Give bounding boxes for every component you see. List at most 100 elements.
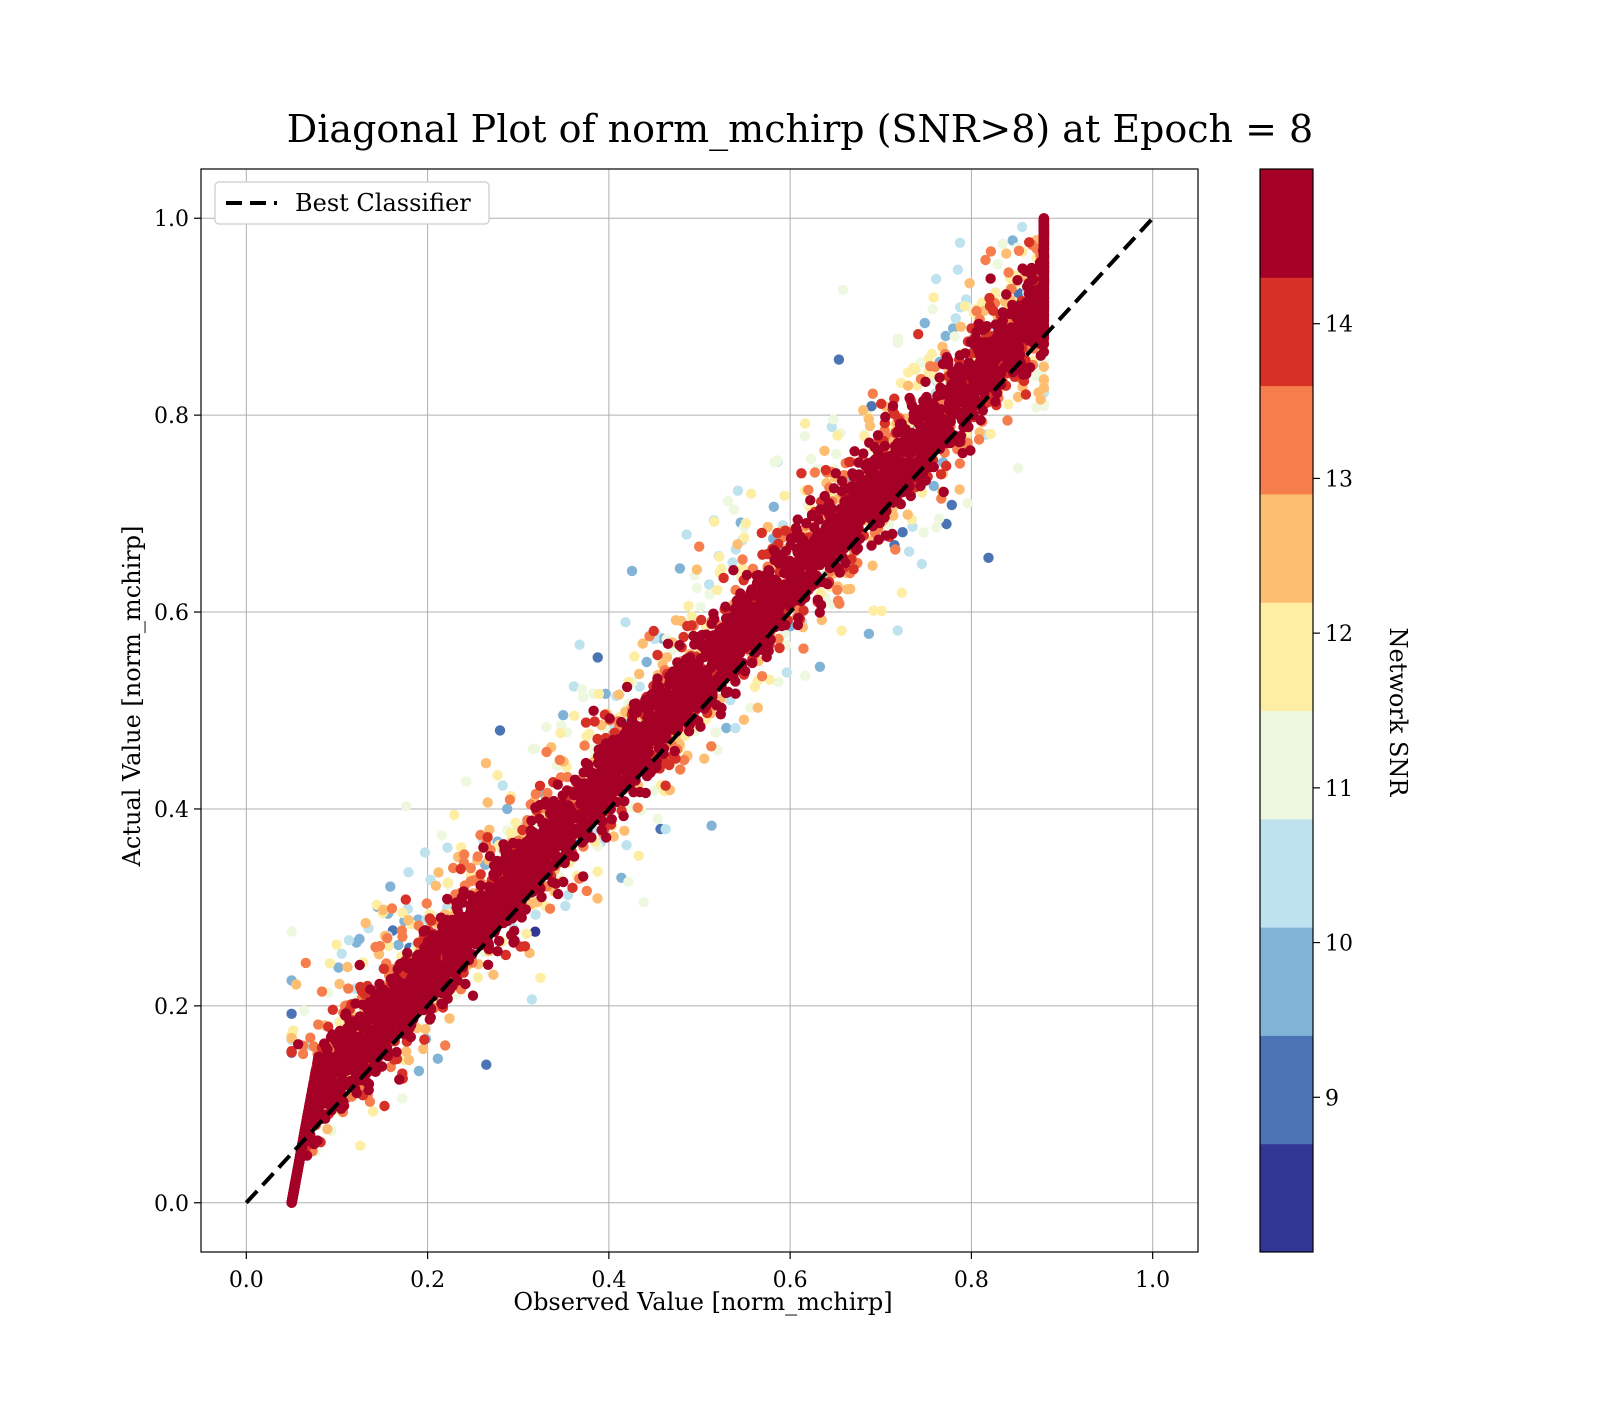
scatter-point [663, 639, 673, 649]
scatter-point [838, 285, 848, 295]
scatter-point [1026, 269, 1036, 279]
scatter-point [806, 454, 816, 464]
scatter-point [466, 863, 476, 873]
scatter-point [433, 1054, 443, 1064]
scatter-point [468, 991, 478, 1001]
scatter-point [920, 377, 930, 387]
scatter-point [1021, 389, 1031, 399]
scatter-point [876, 399, 886, 409]
scatter-point [662, 652, 672, 662]
scatter-point [621, 840, 631, 850]
scatter-point [461, 776, 471, 786]
scatter-point [1002, 415, 1012, 425]
scatter-point [958, 448, 968, 458]
scatter-point [931, 274, 941, 284]
scatter-point [431, 881, 441, 891]
scatter-point [629, 651, 639, 661]
scatter-point [796, 468, 806, 478]
scatter-point [426, 916, 436, 926]
scatter-point [865, 421, 875, 431]
scatter-point [695, 722, 705, 732]
scatter-point [712, 585, 722, 595]
scatter-point [917, 559, 927, 569]
scatter-point [897, 527, 907, 537]
scatter-point [553, 779, 563, 789]
scatter-point [368, 1106, 378, 1116]
scatter-point [950, 331, 960, 341]
scatter-point [414, 1066, 424, 1076]
scatter-point [652, 650, 662, 660]
scatter-point [746, 489, 756, 499]
scatter-point [829, 483, 839, 493]
scatter-point [753, 703, 763, 713]
scatter-point [769, 555, 779, 565]
scatter-point [337, 949, 347, 959]
scatter-point [675, 764, 685, 774]
scatter-point [730, 723, 740, 733]
scatter-point [506, 828, 516, 838]
scatter-point [985, 429, 995, 439]
scatter-point [482, 832, 492, 842]
scatter-point [505, 795, 515, 805]
scatter-point [598, 800, 608, 810]
scatter-point [634, 851, 644, 861]
scatter-point [942, 352, 952, 362]
scatter-point [433, 867, 443, 877]
scatter-point [618, 811, 628, 821]
scatter-point [954, 484, 964, 494]
scatter-point [890, 544, 900, 554]
scatter-point [800, 418, 810, 428]
scatter-point [955, 458, 965, 468]
scatter-point [953, 265, 963, 275]
scatter-point [934, 372, 944, 382]
scatter-point [934, 514, 944, 524]
scatter-point [574, 640, 584, 650]
scatter-point [593, 652, 603, 662]
scatter-point [683, 601, 693, 611]
scatter-point [460, 979, 470, 989]
scatter-point [397, 1093, 407, 1103]
scatter-point [772, 455, 782, 465]
scatter-point [729, 505, 739, 515]
scatter-point [403, 915, 413, 925]
scatter-point [955, 238, 965, 248]
scatter-point [723, 496, 733, 506]
scatter-point [1013, 463, 1023, 473]
scatter-point [993, 325, 1003, 335]
scatter-point [403, 867, 413, 877]
scatter-point [739, 715, 749, 725]
scatter-point [541, 799, 551, 809]
scatter-point [737, 554, 747, 564]
scatter-point [502, 804, 512, 814]
scatter-point [638, 897, 648, 907]
scatter-point [974, 319, 984, 329]
scatter-point [868, 389, 878, 399]
scatter-point [732, 539, 742, 549]
scatter-point [419, 1035, 429, 1045]
scatter-point [714, 552, 724, 562]
scatter-point [913, 329, 923, 339]
scatter-point [681, 654, 691, 664]
scatter-point [319, 1038, 329, 1048]
scatter-point [820, 491, 830, 501]
scatter-point [442, 894, 452, 904]
scatter-point [733, 486, 743, 496]
scatter-point [473, 972, 483, 982]
scatter-point [773, 677, 783, 687]
scatter-point [560, 901, 570, 911]
scatter-point [834, 599, 844, 609]
scatter-point [888, 401, 898, 411]
scatter-point [286, 926, 296, 936]
scatter-point [793, 620, 803, 630]
scatter-point [803, 485, 813, 495]
scatter-point [343, 983, 353, 993]
scatter-point [963, 498, 973, 508]
scatter-point [877, 606, 887, 616]
scatter-point [753, 570, 763, 580]
scatter-point [815, 662, 825, 672]
scatter-point [980, 255, 990, 265]
scatter-point [394, 1074, 404, 1084]
scatter-point [627, 566, 637, 576]
scatter-point [718, 573, 728, 583]
scatter-point [588, 706, 598, 716]
